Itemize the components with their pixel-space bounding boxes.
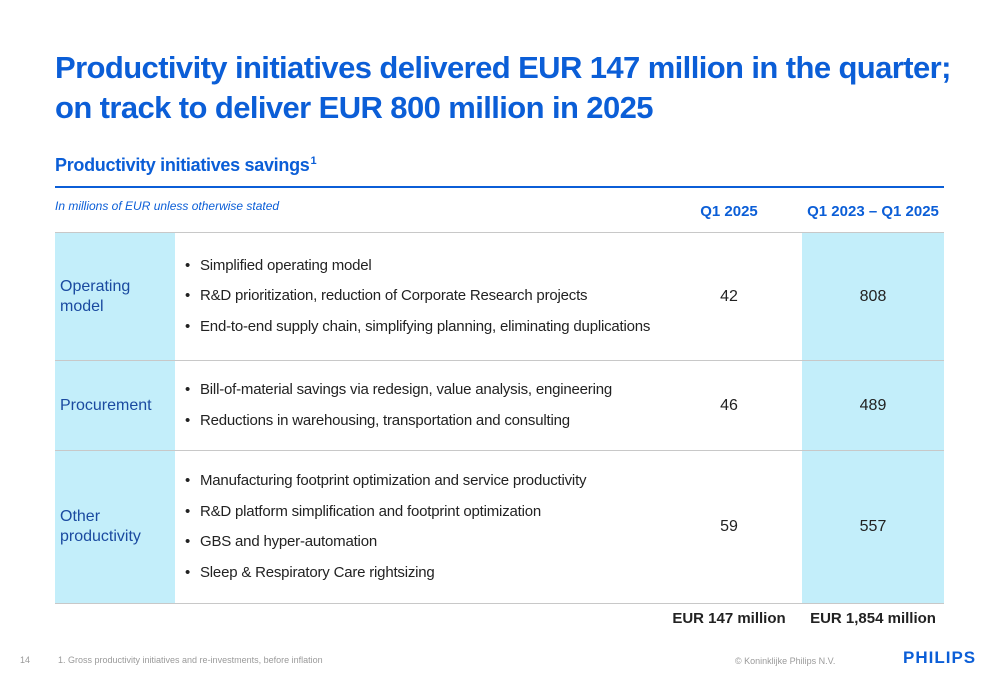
row-divider (55, 232, 944, 233)
slide-title-line-2: on track to deliver EUR 800 million in 2… (55, 90, 653, 125)
row-divider (55, 450, 944, 451)
row-divider (55, 603, 944, 604)
bullet-item: Reductions in warehousing, transportatio… (185, 406, 675, 437)
philips-logo: PHILIPS (903, 648, 977, 667)
section-heading-text: Productivity initiatives savings (55, 155, 310, 175)
row-cumulative-value: 808 (802, 233, 944, 360)
units-note: In millions of EUR unless otherwise stat… (55, 199, 280, 213)
footnote: 1. Gross productivity initiatives and re… (58, 655, 323, 665)
page-number: 14 (20, 655, 31, 665)
row-cumulative-value: 489 (802, 361, 944, 450)
copyright: © Koninklijke Philips N.V. (735, 656, 836, 666)
bullet-item: GBS and hyper-automation (185, 527, 675, 558)
row-cumulative-value: 557 (802, 451, 944, 603)
row-category-label: Other productivity (60, 508, 141, 545)
row-divider (55, 360, 944, 361)
row-bullet-list: Manufacturing footprint optimization and… (185, 451, 675, 603)
row-category-label: Operating model (60, 277, 131, 315)
header-divider (55, 186, 944, 188)
bullet-item: Sleep & Respiratory Care rightsizing (185, 558, 675, 589)
row-q1-value: 46 (720, 396, 738, 414)
section-heading: Productivity initiatives savings1 (55, 155, 317, 176)
slide-title: Productivity initiatives delivered EUR 1… (55, 48, 955, 128)
column-header-cumulative: Q1 2023 – Q1 2025 (807, 203, 939, 220)
bullet-item: R&D prioritization, reduction of Corpora… (185, 281, 675, 312)
bullet-item: End-to-end supply chain, simplifying pla… (185, 312, 675, 343)
table-row-other-productivity: Other productivity Manufacturing footpri… (55, 451, 944, 603)
column-header-q1: Q1 2025 (700, 203, 758, 220)
bullet-item: R&D platform simplification and footprin… (185, 497, 675, 528)
row-category: Other productivity (55, 451, 175, 603)
bullet-item: Simplified operating model (185, 251, 675, 282)
row-q1-value: 42 (720, 287, 738, 305)
row-bullet-list: Bill-of-material savings via redesign, v… (185, 361, 675, 450)
bullet-item: Bill-of-material savings via redesign, v… (185, 375, 675, 406)
row-q1-value: 59 (720, 518, 738, 535)
slide-title-line-1: Productivity initiatives delivered EUR 1… (55, 50, 951, 85)
row-category: Procurement (55, 361, 175, 450)
bullet-item: Manufacturing footprint optimization and… (185, 466, 675, 497)
row-category: Operating model (55, 233, 175, 360)
row-category-label: Procurement (60, 396, 152, 414)
table-row-procurement: Procurement Bill-of-material savings via… (55, 361, 944, 450)
total-q1: EUR 147 million (672, 610, 786, 627)
footnote-marker: 1 (310, 155, 317, 167)
table-row-operating-model: Operating model Simplified operating mod… (55, 233, 944, 360)
row-bullet-list: Simplified operating model R&D prioritiz… (185, 233, 675, 360)
total-cumulative: EUR 1,854 million (810, 610, 936, 627)
